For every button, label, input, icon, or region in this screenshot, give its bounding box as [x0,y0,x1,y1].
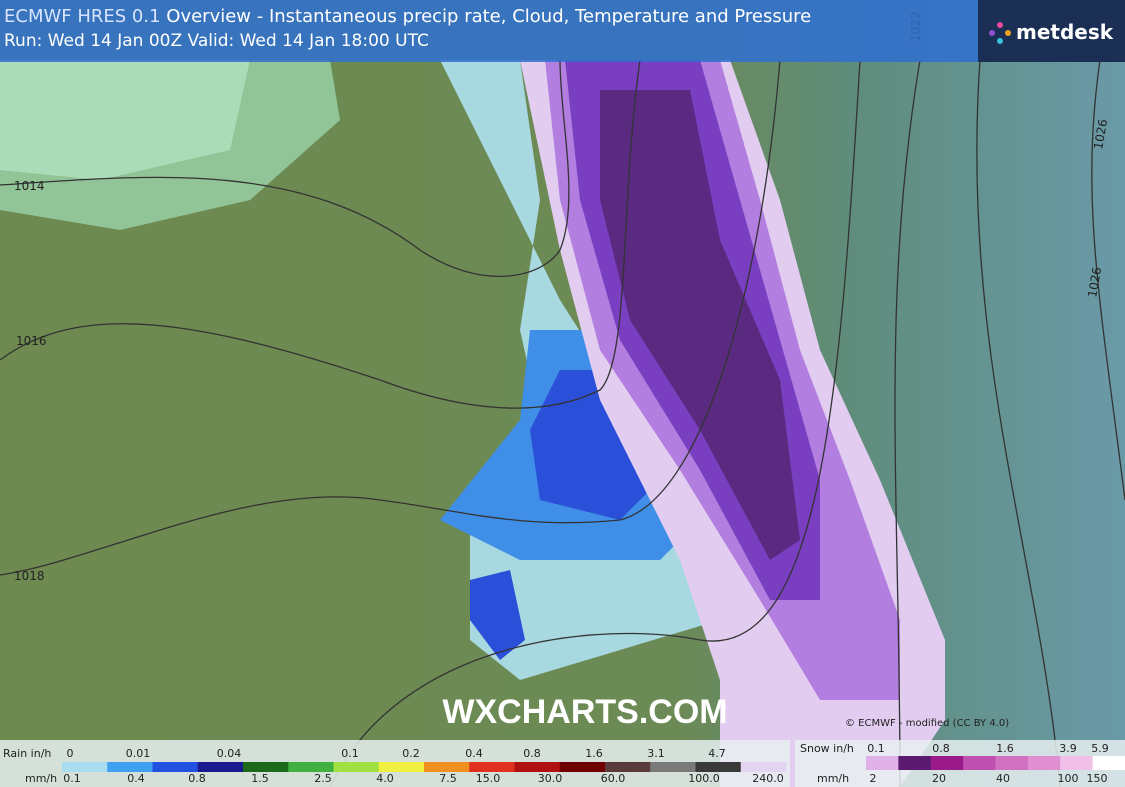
isobar-label: 1026 [1091,118,1110,151]
model: ECMWF HRES 0.1 [4,6,161,27]
color-swatch [650,762,696,772]
credit: © ECMWF - modified (CC BY 4.0) [845,718,1009,729]
rain-color-bar [62,762,787,772]
rain-legend-label: Rain in/h [3,747,51,760]
color-swatch [963,756,996,770]
color-swatch [740,762,787,772]
color-swatch [424,762,470,772]
rain-mm-label: 100.0 [688,772,720,785]
logo: metdesk [1016,20,1114,44]
color-swatch [559,762,606,772]
isobar-label: 1014 [14,179,45,193]
logo-box [978,0,1125,62]
color-swatch [866,756,899,770]
rain-in-label: 0.01 [126,747,151,760]
snow-legend-unit: mm/h [817,772,849,785]
color-swatch [107,762,153,772]
rain-in-label: 3.1 [647,747,665,760]
logo-icon [989,22,1011,44]
color-swatch [1092,756,1125,770]
snow-color-bar [866,756,1125,770]
snow-in-label: 0.8 [932,742,950,755]
rain-in-label: 0.1 [341,747,359,760]
color-swatch [62,762,108,772]
header-title: ECMWF HRES 0.1 Overview - Instantaneous … [4,6,811,27]
color-swatch [333,762,380,772]
rain-in-label: 1.6 [585,747,603,760]
color-swatch [288,762,334,772]
rain-in-label: 0.04 [217,747,242,760]
rain-mm-label: 30.0 [538,772,563,785]
precip-rain-heavy [530,370,660,520]
isobar-label: 1016 [16,334,47,348]
isobar-label: 1026 [1085,266,1104,299]
cloud-area [0,60,250,180]
snow-mm-label: 100 [1058,772,1079,785]
run-info: Run: Wed 14 Jan 00Z Valid: Wed 14 Jan 18… [4,31,429,51]
snow-in-label: 0.1 [867,742,885,755]
rain-mm-label: 0.8 [188,772,206,785]
snow-mm-label: 40 [996,772,1010,785]
snow-in-label: 3.9 [1059,742,1077,755]
rain-in-label: 0 [67,747,74,760]
color-swatch [995,756,1029,770]
color-swatch [378,762,425,772]
title: Overview - Instantaneous precip rate, Cl… [166,6,811,27]
precip-rain [470,570,525,660]
rain-mm-label: 240.0 [752,772,784,785]
color-swatch [243,762,289,772]
color-swatch [1027,756,1061,770]
rain-mm-label: 1.5 [251,772,269,785]
rain-mm-label: 0.1 [63,772,81,785]
rain-in-label: 0.2 [402,747,420,760]
rain-legend-unit: mm/h [25,772,57,785]
watermark: WXCHARTS.COM [442,693,727,731]
rain-mm-label: 7.5 [439,772,457,785]
header-bar [0,0,978,62]
snow-in-label: 1.6 [996,742,1014,755]
rain-mm-label: 4.0 [376,772,394,785]
color-swatch [152,762,199,772]
color-swatch [930,756,964,770]
rain-mm-label: 60.0 [601,772,626,785]
rain-in-label: 0.8 [523,747,541,760]
rain-mm-label: 0.4 [127,772,145,785]
isobar-label: 1018 [14,569,45,583]
snow-mm-label: 150 [1087,772,1108,785]
color-swatch [469,762,515,772]
precip-snow-heaviest [600,90,800,560]
color-swatch [605,762,651,772]
rain-in-label: 4.7 [708,747,726,760]
color-swatch [1060,756,1094,770]
snow-in-label: 5.9 [1091,742,1109,755]
snow-mm-label: 2 [870,772,877,785]
color-swatch [898,756,932,770]
snow-legend-label: Snow in/h [800,742,854,755]
color-swatch [695,762,742,772]
color-swatch [197,762,244,772]
rain-in-label: 0.4 [465,747,483,760]
isobars [0,59,1125,787]
snow-mm-label: 20 [932,772,946,785]
rain-mm-label: 2.5 [314,772,332,785]
color-swatch [514,762,561,772]
rain-mm-label: 15.0 [476,772,501,785]
